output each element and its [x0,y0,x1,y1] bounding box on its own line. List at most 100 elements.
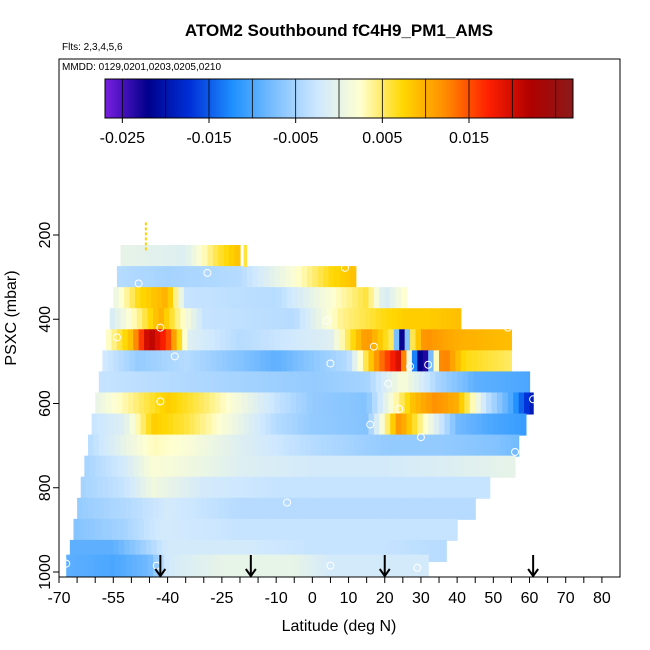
heatmap-cell [321,554,328,577]
heatmap-cell [435,308,442,331]
y-tick-label: 800 [37,474,54,501]
heatmap-cell [290,392,297,415]
heatmap-cell [95,455,102,478]
colorbar-tick-label: -0.025 [100,130,145,147]
heatmap-cell [368,476,375,499]
heatmap-cell [171,518,178,541]
heatmap-cell [165,455,172,478]
heatmap-cell [69,539,76,562]
heatmap-cell [234,245,241,268]
heatmap-cell [455,413,462,436]
heatmap-cell [377,455,384,478]
heatmap-cell [410,455,417,478]
heatmap-cell [200,413,207,436]
heatmap-cell [182,455,189,478]
heatmap-cell [178,476,185,499]
heatmap-cell [194,287,201,310]
heatmap-cell [426,392,433,415]
heatmap-cell [104,371,111,394]
heatmap-cell [361,455,368,478]
heatmap-cell [265,413,272,436]
heatmap-cell [203,329,210,352]
heatmap-cell [261,371,268,394]
heatmap-cell [419,371,426,394]
heatmap-cell [453,392,460,415]
heatmap-cell [142,497,149,520]
heatmap-cell [511,371,518,394]
heatmap-cell [478,434,485,457]
heatmap-cell [305,434,312,457]
heatmap-cell [153,371,160,394]
heatmap-cell [469,329,476,352]
heatmap-cell [163,554,170,577]
heatmap-cell [357,413,364,436]
heatmap-cell [116,455,123,478]
heatmap-cell [315,434,323,457]
heatmap-cell [502,329,509,352]
heatmap-cell [401,476,408,499]
heatmap-cell [359,371,366,394]
heatmap-cell [310,308,317,331]
heatmap-cell [444,413,451,436]
heatmap-cell [361,518,368,541]
heatmap-cell [138,518,145,541]
heatmap-cell [182,392,189,415]
heatmap-cell [245,308,252,331]
heatmap-cell [156,350,163,373]
heatmap-cell [104,554,111,577]
heatmap-cell [211,287,218,310]
heatmap-cell [129,287,136,310]
heatmap-cell [238,350,245,373]
heatmap-cell [299,371,306,394]
heatmap-cell [151,287,158,310]
heatmap-cell [299,497,306,520]
heatmap-cell [140,413,147,436]
heatmap-cell [203,518,210,541]
heatmap-cell [87,554,94,577]
heatmap-cell [270,413,277,436]
colorbar: -0.025 -0.015 -0.005 0.005 0.015 [100,78,574,147]
heatmap-cell [437,518,444,541]
heatmap-cell [109,371,116,394]
heatmap-cell [127,392,134,415]
heatmap-cell [439,350,446,373]
heatmap-cell [151,476,158,499]
heatmap-cell [234,371,241,394]
heatmap-cell [276,350,283,373]
heatmap-cell [460,476,467,499]
heatmap-cell [263,392,270,415]
heatmap-cell [384,476,391,499]
heatmap-cell [281,413,288,436]
heatmap-cell [330,413,337,436]
heatmap-cell [174,497,181,520]
heatmap-cell [321,371,328,394]
heatmap-cell [482,413,489,436]
heatmap-cell [122,266,129,289]
y-tick-label: 400 [37,306,54,333]
heatmap-cell [355,329,362,352]
heatmap-cell [169,554,176,577]
heatmap-cell [366,518,373,541]
heatmap-cell [319,287,326,310]
heatmap-cell [339,392,346,415]
heatmap-cell [256,371,263,394]
heatmap-cell [169,434,176,457]
heatmap-cell [334,518,341,541]
heatmap-cell [151,350,158,373]
heatmap-cell [142,434,149,457]
heatmap-cell [263,266,270,289]
heatmap-cell [107,539,114,562]
heatmap-cell [420,392,427,415]
heatmap-cell [104,434,111,457]
heatmap-cell [185,308,192,331]
heatmap-cell [245,554,252,577]
heatmap-cell [341,476,348,499]
heatmap-cell [431,392,438,415]
heatmap-cell [386,497,393,520]
heatmap-cell [149,329,156,352]
heatmap-cell [124,287,131,310]
heatmap-cell [429,434,437,457]
heatmap-cell [288,497,295,520]
heatmap-cell [359,554,366,577]
heatmap-row [77,497,476,520]
